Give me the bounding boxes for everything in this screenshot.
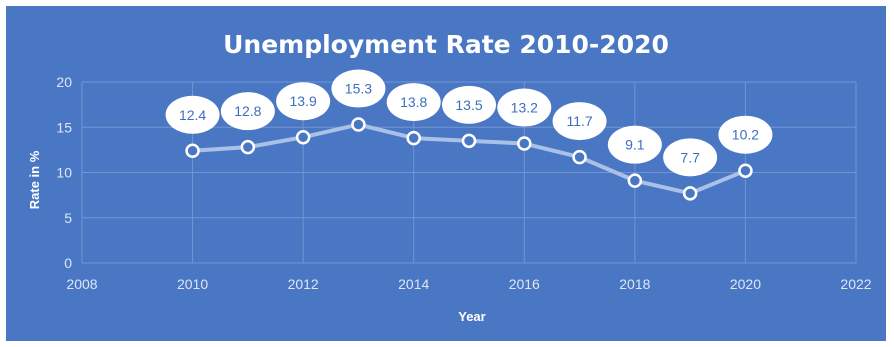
data-label-bubble [607,125,662,164]
y-tick-label: 5 [64,210,72,226]
data-point [351,117,366,132]
data-point [682,186,698,201]
data-point [738,163,753,178]
x-tick-label: 2018 [619,276,650,292]
y-tick-label: 0 [64,255,72,271]
y-tick-label: 10 [56,165,72,181]
data-label: 12.4 [179,107,206,123]
data-point [517,136,532,151]
data-label-bubble [663,138,718,177]
series-layer [185,117,753,201]
x-tick-label: 2010 [177,276,208,292]
data-label: 12.8 [234,103,261,119]
data-point [461,133,477,149]
data-label-bubble [386,83,441,122]
data-label-bubble [276,82,331,121]
data-label-bubble [220,92,275,131]
x-tick-label: 2016 [509,276,540,292]
data-point [185,143,200,159]
data-point [406,130,421,146]
x-axis-title: Year [458,309,485,324]
data-label-bubble [552,102,607,141]
data-label: 13.9 [290,93,317,109]
data-label: 9.1 [625,137,645,153]
axis-layer: 0 5 10 15 20 2008 2010 2012 2014 2016 2018 2020 2022 [56,74,871,292]
y-tick-label: 20 [56,74,72,90]
data-label: 13.8 [400,94,427,110]
data-point [572,149,587,165]
data-label-bubble [497,88,552,127]
data-label: 7.7 [680,149,700,165]
x-tick-label: 2020 [730,276,761,292]
label-layer: 12.4 12.8 13.9 15.3 13.8 13.5 13.2 11.7 9.1 7.7 10… [165,69,773,177]
x-tick-label: 2008 [66,276,97,292]
data-label-bubble [165,95,220,134]
data-label-bubble [442,85,496,124]
data-label: 15.3 [345,81,372,97]
data-label-bubble [331,69,386,108]
data-point [240,139,256,155]
data-label-bubble [718,115,773,154]
x-tick-label: 2012 [288,276,319,292]
data-point [295,129,311,145]
data-label: 11.7 [566,113,592,129]
chart-panel: Unemployment Rate 2010-2020 0 5 10 15 20 2008… [6,6,886,341]
y-axis-title: Rate in % [27,150,42,209]
data-label: 13.5 [455,97,482,113]
data-label: 10.2 [732,127,759,143]
x-tick-label: 2014 [398,276,429,292]
chart-svg: Unemployment Rate 2010-2020 0 5 10 15 20 2008… [27,30,872,324]
data-point [627,173,643,188]
chart-title: Unemployment Rate 2010-2020 [223,30,669,59]
data-label: 13.2 [511,100,538,116]
x-tick-label: 2022 [840,276,871,292]
y-tick-label: 15 [56,119,72,135]
